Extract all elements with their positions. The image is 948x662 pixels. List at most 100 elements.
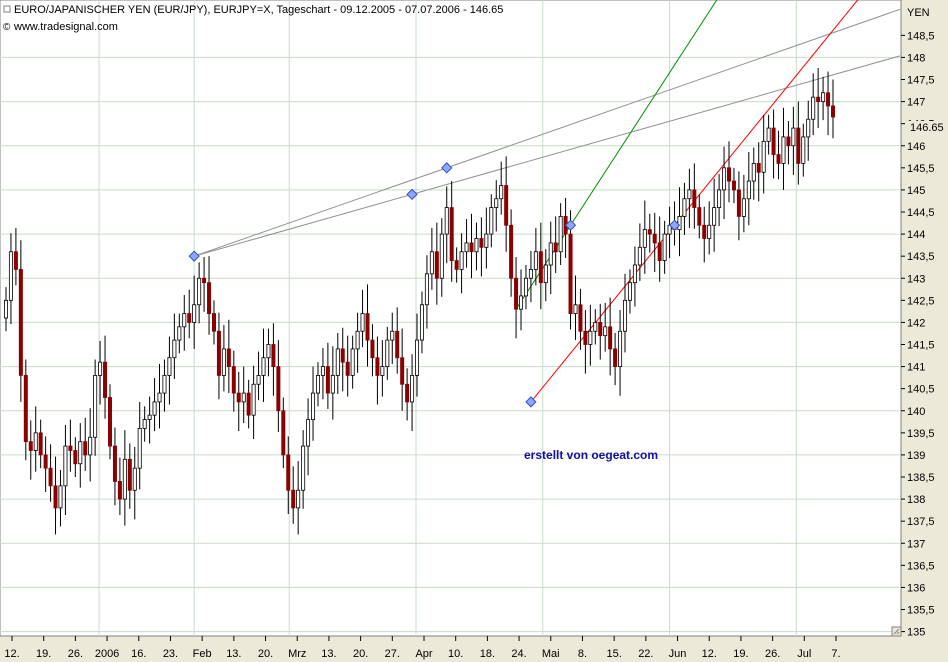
candle bbox=[395, 307, 400, 374]
y-tick-label: 141 bbox=[907, 362, 925, 374]
x-tick-label: 2006 bbox=[95, 648, 119, 660]
candle bbox=[197, 262, 202, 324]
candle bbox=[454, 247, 459, 283]
candle bbox=[28, 420, 33, 480]
candle bbox=[623, 273, 628, 353]
candle bbox=[301, 430, 306, 509]
y-tick-label: 148,5 bbox=[907, 30, 935, 42]
candle bbox=[439, 218, 444, 297]
y-tick-label: 140,5 bbox=[907, 384, 935, 396]
candle bbox=[405, 368, 410, 421]
candle bbox=[613, 333, 618, 386]
y-tick-label: 136 bbox=[907, 582, 925, 594]
candle bbox=[489, 194, 494, 248]
candle bbox=[211, 300, 216, 345]
candle bbox=[731, 167, 736, 204]
chart-title: EURO/JAPANISCHER YEN (EUR/JPY), EURJPY=X… bbox=[14, 4, 503, 16]
candle bbox=[494, 180, 499, 232]
candle bbox=[419, 291, 424, 354]
candle bbox=[826, 71, 831, 136]
x-tick-label: 24. bbox=[511, 648, 526, 660]
candle bbox=[73, 437, 78, 477]
resize-grip-icon[interactable] bbox=[891, 626, 902, 637]
candle bbox=[434, 222, 439, 305]
pivot-marker bbox=[525, 396, 537, 408]
candle bbox=[766, 114, 771, 155]
pivot-marker bbox=[668, 219, 681, 231]
x-tick-label: Jun bbox=[669, 648, 687, 660]
candle bbox=[83, 417, 88, 471]
last-price-value: 146.65 bbox=[910, 122, 944, 134]
candle bbox=[281, 397, 286, 469]
y-tick-label: 145 bbox=[907, 185, 925, 197]
pivot-marker bbox=[564, 219, 577, 231]
candle bbox=[103, 335, 108, 419]
x-tick-label: 13. bbox=[226, 648, 241, 660]
candle bbox=[484, 207, 489, 269]
candle bbox=[33, 406, 38, 472]
candle bbox=[38, 419, 43, 469]
copyright-icon: © bbox=[3, 22, 11, 33]
candle bbox=[637, 223, 642, 281]
candle bbox=[702, 206, 707, 263]
candle bbox=[127, 443, 132, 509]
candle bbox=[276, 340, 281, 432]
candle bbox=[558, 203, 563, 265]
candle bbox=[543, 249, 548, 302]
candle bbox=[519, 269, 524, 331]
candle bbox=[741, 174, 746, 233]
collapse-icon[interactable] bbox=[3, 5, 11, 13]
candle bbox=[717, 174, 722, 227]
pivot-markers bbox=[188, 162, 681, 408]
y-tick-label: 140 bbox=[907, 406, 925, 418]
candle bbox=[632, 246, 637, 307]
red-trend-line bbox=[530, 0, 859, 403]
candle bbox=[736, 171, 741, 241]
candlestick-series bbox=[4, 68, 836, 535]
candle bbox=[251, 365, 256, 440]
y-tick-label: 146 bbox=[907, 141, 925, 153]
candle bbox=[756, 142, 761, 202]
candle bbox=[172, 313, 177, 379]
candle bbox=[192, 275, 197, 349]
candle bbox=[231, 350, 236, 412]
candle bbox=[469, 213, 474, 279]
candle bbox=[261, 328, 266, 402]
candle bbox=[776, 130, 781, 180]
x-tick-label: 18. bbox=[480, 648, 495, 660]
candle bbox=[444, 186, 449, 264]
y-tick-label: 138,5 bbox=[907, 472, 935, 484]
candle bbox=[117, 457, 122, 515]
candle bbox=[93, 359, 98, 456]
y-axis-unit: YEN bbox=[907, 7, 930, 19]
x-tick-label: Mai bbox=[542, 648, 560, 660]
candle bbox=[573, 275, 578, 341]
candle bbox=[122, 430, 127, 526]
candle bbox=[746, 151, 751, 226]
candle bbox=[360, 289, 365, 348]
candle bbox=[216, 312, 221, 400]
candle bbox=[786, 121, 791, 165]
candle bbox=[429, 227, 434, 290]
y-tick-label: 135,5 bbox=[907, 605, 935, 617]
candle bbox=[831, 79, 836, 139]
candle bbox=[182, 295, 187, 351]
x-tick-label: 10. bbox=[448, 648, 463, 660]
candle bbox=[58, 469, 63, 527]
candle bbox=[226, 319, 231, 394]
y-tick-label: 147,5 bbox=[907, 75, 935, 87]
candle bbox=[687, 168, 692, 228]
candle bbox=[657, 216, 662, 282]
y-tick-label: 137,5 bbox=[907, 516, 935, 528]
x-tick-label: 27. bbox=[385, 648, 400, 660]
x-tick-label: 7. bbox=[831, 648, 840, 660]
y-tick-label: 148 bbox=[907, 52, 925, 64]
candle bbox=[375, 336, 380, 405]
candle bbox=[98, 340, 103, 405]
y-tick-label: 136,5 bbox=[907, 560, 935, 572]
candle bbox=[167, 336, 172, 405]
candle bbox=[662, 220, 667, 274]
candle bbox=[727, 141, 732, 203]
x-tick-label: 26. bbox=[765, 648, 780, 660]
